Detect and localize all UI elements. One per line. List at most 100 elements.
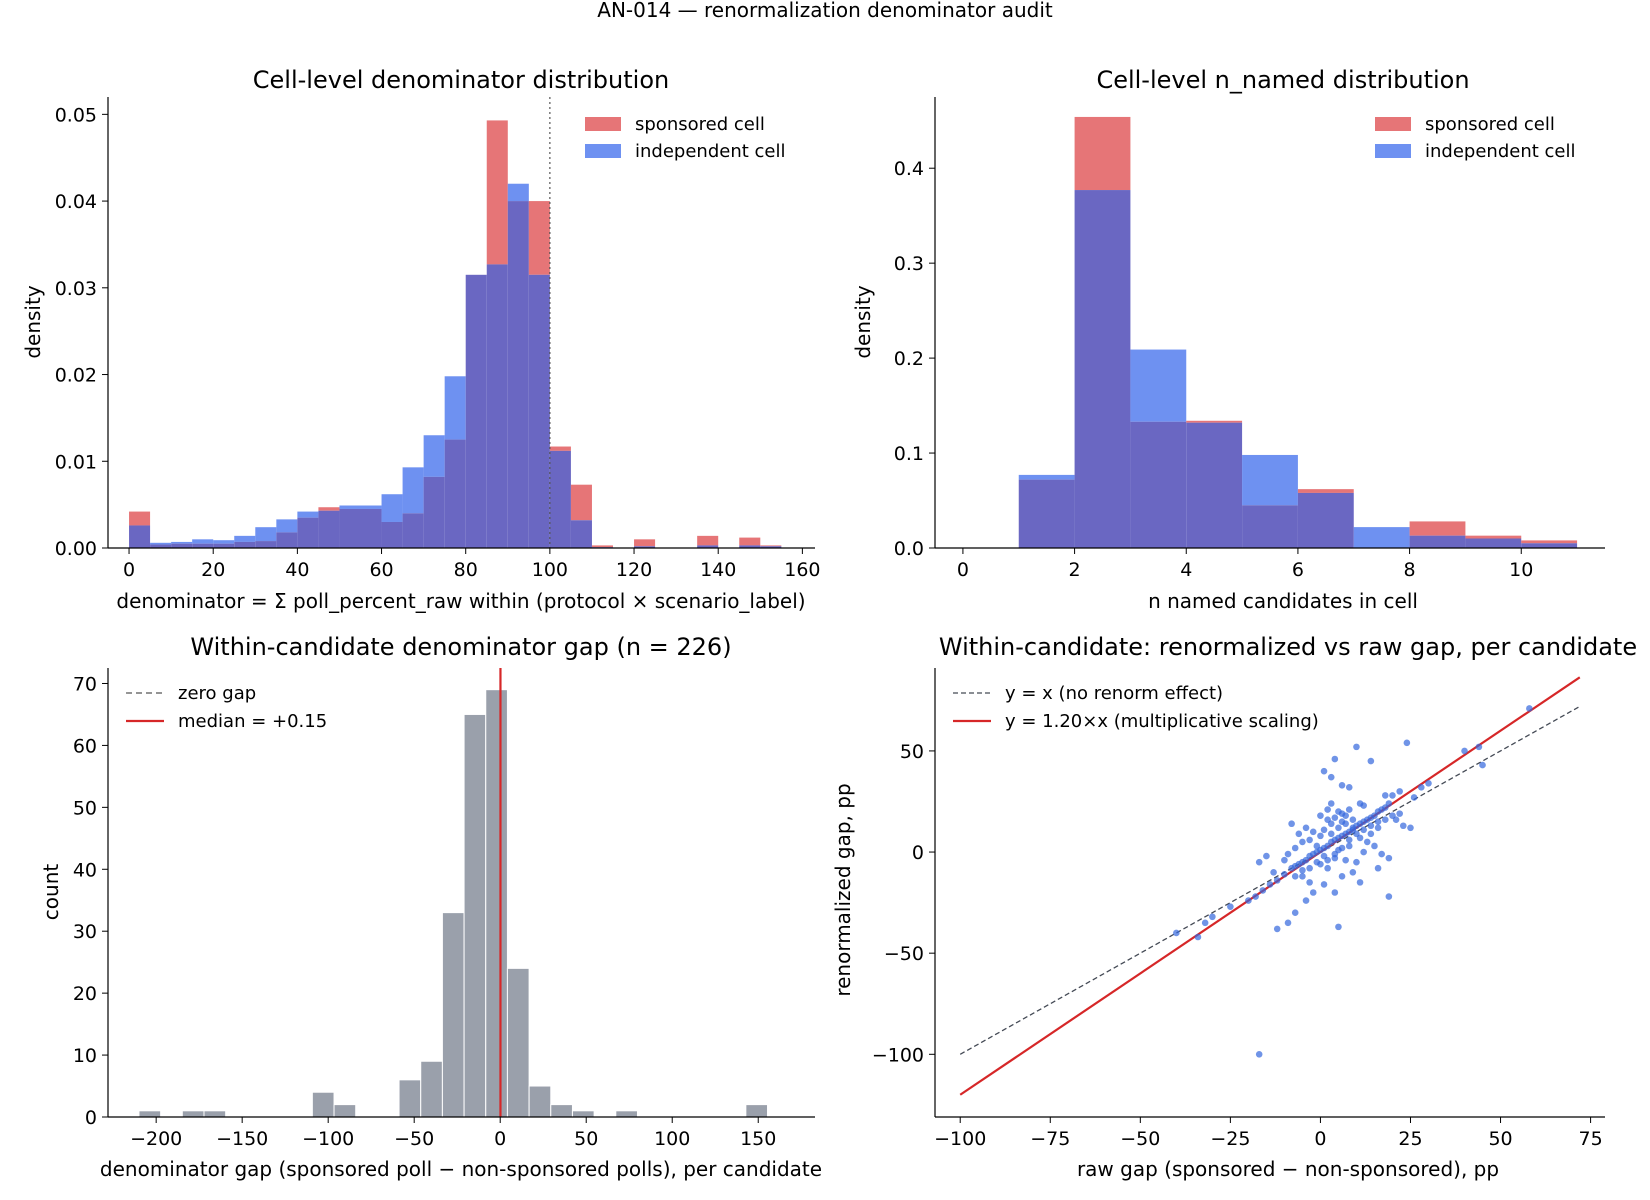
scatter-point [1302, 897, 1310, 904]
scatter-point [1367, 757, 1375, 765]
scatter-point [1353, 830, 1360, 838]
scatter-point [1385, 893, 1393, 900]
scatter-point [1291, 909, 1299, 917]
independent-bar [171, 541, 193, 544]
scatter-point [1324, 806, 1331, 813]
scatter-point [1320, 826, 1328, 834]
gap-bar [420, 1060, 443, 1118]
scatter-point [1331, 755, 1339, 763]
panel-title: Cell-level n_named distribution [1096, 66, 1469, 94]
overlap-bar [192, 543, 214, 548]
x-axis-label: denominator = Σ poll_percent_raw within … [116, 589, 805, 613]
y-tick-label: 0.04 [55, 191, 97, 213]
scatter-point [1306, 879, 1313, 886]
legend-swatch [585, 144, 621, 158]
scatter-point [1403, 739, 1411, 747]
scatter-point [1349, 868, 1357, 876]
x-tick-label: 20 [201, 559, 225, 581]
overlap-bar [1242, 505, 1298, 548]
scatter-point [1291, 873, 1299, 880]
scatter-point [1425, 779, 1432, 787]
x-tick-label: 50 [1488, 1128, 1512, 1150]
independent-bar [1353, 527, 1410, 548]
gap-bar [485, 689, 508, 1118]
legend-label: independent cell [1425, 141, 1575, 162]
x-tick-label: 25 [1398, 1128, 1422, 1150]
x-tick-label: 140 [700, 559, 736, 581]
sponsored-bar [697, 535, 719, 546]
overlap-bar [339, 508, 361, 548]
overlap-bar [171, 543, 193, 548]
y-axis-label: count [39, 864, 63, 921]
overlap-bar [549, 450, 571, 548]
y-tick-label: 50 [900, 741, 924, 763]
independent-bar [276, 519, 298, 533]
scatter-point [1526, 705, 1533, 712]
x-axis-label: raw gap (sponsored − non-sponsored), pp [1077, 1157, 1499, 1181]
overlap-bar [507, 201, 529, 549]
scatter-point [1266, 881, 1274, 888]
x-tick-label: 2 [1069, 559, 1081, 581]
panel-renorm-vs-raw: Within-candidate: renormalized vs raw ga… [831, 633, 1637, 1181]
sponsored-bar [1074, 116, 1131, 191]
gap-bar [571, 1110, 595, 1118]
scatter-point [1324, 816, 1331, 823]
x-tick-label: 80 [454, 559, 478, 581]
scatter-point [1410, 794, 1418, 801]
gap-bar [463, 713, 487, 1118]
scatter-point [1363, 838, 1371, 846]
independent-bar [507, 183, 529, 202]
gap-bar [550, 1104, 573, 1118]
overlap-bar [1297, 492, 1354, 548]
scatter-point [1367, 830, 1375, 838]
y-tick-label: 40 [73, 859, 97, 881]
overlap-bar [465, 274, 487, 548]
x-tick-label: 100 [532, 559, 568, 581]
y-tick-label: 10 [73, 1045, 97, 1067]
scatter-point [1338, 844, 1346, 852]
scatter-point [1299, 838, 1306, 846]
scatter-point [1227, 903, 1234, 910]
x-tick-label: −75 [1030, 1128, 1070, 1150]
sponsored-bar [1297, 489, 1354, 493]
independent-bar [1130, 349, 1187, 422]
x-axis-label: n named candidates in cell [1148, 589, 1418, 613]
scatter-point [1345, 842, 1353, 850]
scatter-point [1299, 873, 1306, 880]
scatter-point [1371, 842, 1378, 850]
y-tick-label: 30 [73, 921, 97, 943]
panel-denominator-distribution: Cell-level denominator distribution deno… [21, 66, 821, 613]
x-tick-label: −150 [216, 1128, 268, 1150]
scatter-point [1306, 836, 1313, 844]
y-axis-label: renormalized gap, pp [831, 783, 855, 996]
overlap-bar [528, 274, 550, 548]
x-tick-label: 8 [1404, 559, 1416, 581]
independent-bar [150, 542, 172, 545]
scatter-point [1331, 814, 1339, 821]
y-tick-label: 0.01 [55, 451, 97, 473]
x-tick-label: 4 [1180, 559, 1192, 581]
y-tick-label: 60 [73, 735, 97, 757]
scatter-point [1309, 828, 1317, 836]
sponsored-bar [570, 484, 592, 521]
panel-n-named-distribution: Cell-level n_named distribution n named … [851, 66, 1605, 613]
panel-title: Cell-level denominator distribution [253, 66, 669, 94]
overlap-bar [1130, 421, 1187, 548]
y-tick-label: 20 [73, 983, 97, 1005]
scatter-point [1313, 858, 1321, 866]
scatter-point [1374, 864, 1382, 872]
overlap-bar [381, 521, 403, 548]
sponsored-bar [1409, 521, 1466, 536]
independent-bar [444, 376, 466, 440]
x-tick-label: 60 [369, 559, 393, 581]
x-tick-label: 0 [1314, 1128, 1326, 1150]
scatter-point [1378, 850, 1385, 858]
x-tick-label: −25 [1210, 1128, 1250, 1150]
independent-bar [1018, 474, 1075, 480]
x-tick-label: 120 [616, 559, 652, 581]
scatter-point [1194, 933, 1202, 941]
overlap-bar [255, 541, 277, 548]
scatter-point [1273, 925, 1281, 933]
gap-bar [138, 1110, 162, 1118]
x-tick-label: 6 [1292, 559, 1304, 581]
